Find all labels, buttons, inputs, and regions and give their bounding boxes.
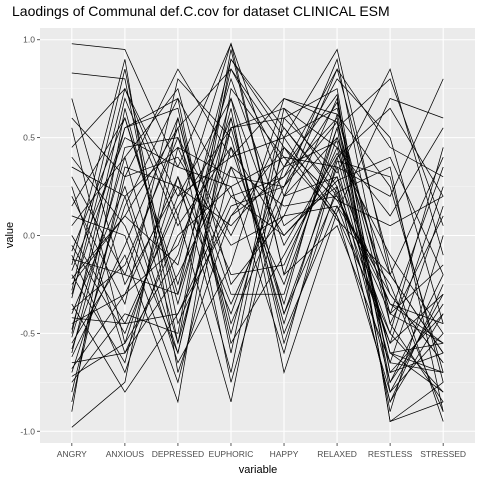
- series-line-47: [71, 121, 444, 384]
- x-tick-label: STRESSED: [420, 449, 466, 459]
- plot-panel: [40, 28, 475, 443]
- series-line-43: [71, 78, 444, 325]
- y-tick-label: 0.0: [23, 231, 35, 241]
- series-line-44: [71, 146, 444, 393]
- x-tick-label: ANGRY: [57, 449, 87, 459]
- x-tick-label: DEPRESSED: [152, 449, 204, 459]
- y-tick-label: 1.0: [23, 35, 35, 45]
- y-tick-label: 0.5: [23, 133, 35, 143]
- series-line-46: [71, 97, 444, 344]
- series-line-16: [71, 97, 444, 334]
- x-tick-label: EUPHORIC: [209, 449, 254, 459]
- series-line-37: [71, 127, 444, 315]
- series-line-40: [71, 126, 444, 383]
- x-axis: ANGRY ANXIOUS DEPRESSED EUPHORIC HAPPY RELAXE…: [57, 443, 466, 459]
- y-tick-label: -0.5: [20, 328, 35, 338]
- series-line-48: [71, 126, 444, 412]
- series-line-23: [71, 117, 444, 428]
- series-line-45: [71, 68, 444, 295]
- x-tick-label: RELAXED: [317, 449, 357, 459]
- y-tick-label: -1.0: [20, 426, 35, 436]
- series-line-8: [71, 78, 444, 335]
- x-tick-label: RESTLESS: [368, 449, 413, 459]
- x-tick-label: HAPPY: [270, 449, 299, 459]
- series-line-32: [71, 68, 444, 325]
- series-line-41: [71, 116, 444, 369]
- series-line-1: [71, 42, 444, 198]
- series-line-35: [71, 93, 444, 423]
- x-axis-title: variable: [239, 464, 278, 476]
- series-line-39: [71, 156, 444, 364]
- series-lines: [71, 42, 444, 428]
- chart-title: Laodings of Communal def.C.cov for datas…: [12, 3, 390, 19]
- series-line-12: [71, 107, 444, 345]
- x-tick-label: ANXIOUS: [106, 449, 145, 459]
- y-axis-title: value: [4, 222, 16, 248]
- y-axis: -1.0 -0.5 0.0 0.5 1.0: [20, 35, 40, 436]
- series-line-42: [71, 87, 444, 394]
